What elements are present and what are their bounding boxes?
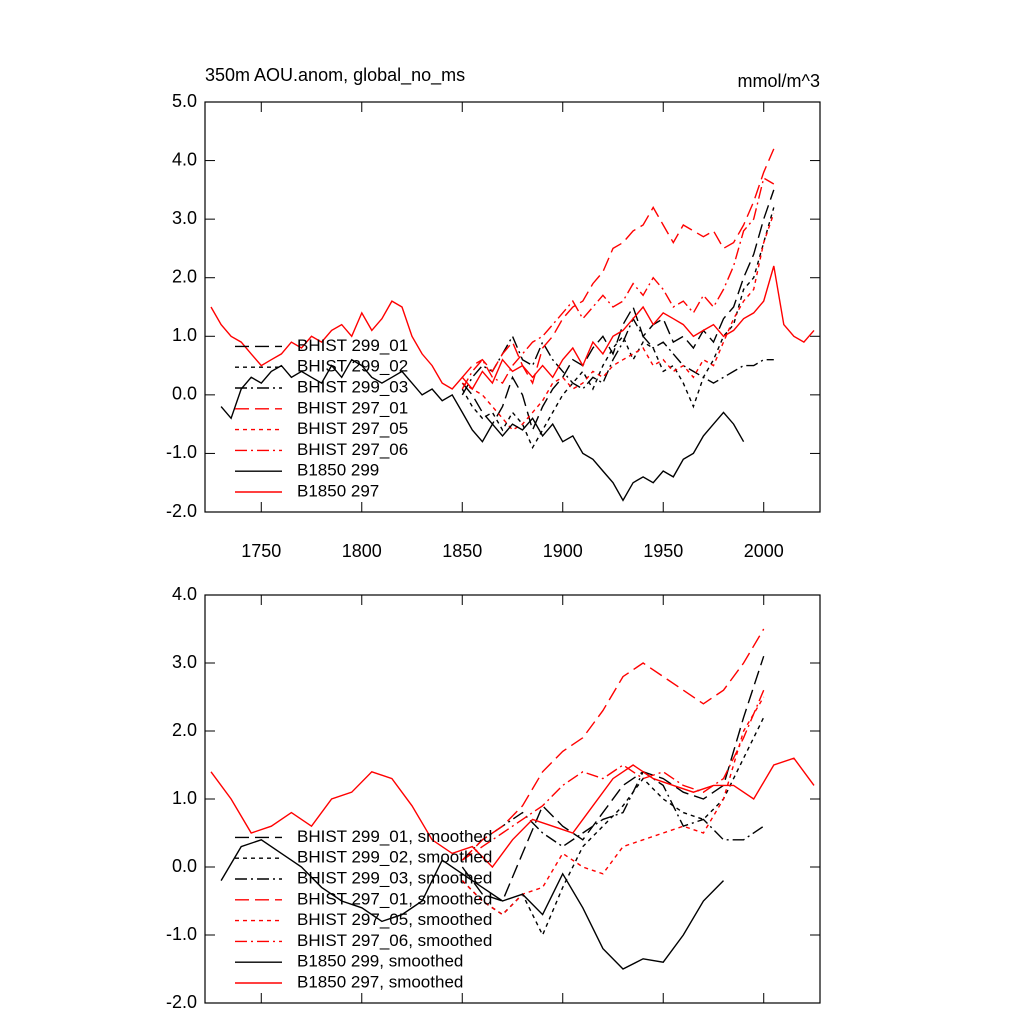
- series-line: [461, 148, 775, 385]
- legend-label: BHIST 299_01: [297, 336, 408, 355]
- y-tick-label: 4.0: [172, 149, 197, 169]
- legend-label: BHIST 297_06, smoothed: [297, 931, 492, 950]
- legend-label: BHIST 299_03, smoothed: [297, 868, 492, 887]
- legend-label: BHIST 297_05, smoothed: [297, 910, 492, 929]
- y-tick-label: 0.0: [172, 384, 197, 404]
- x-tick-label: 1800: [342, 541, 382, 561]
- series-line: [461, 717, 765, 937]
- x-tick-label: 1750: [241, 541, 281, 561]
- plot-frame: [204, 101, 821, 513]
- chart-title: 350m AOU.anom, global_no_ms: [205, 65, 465, 86]
- y-tick-label: -2.0: [166, 501, 197, 521]
- series-line: [461, 655, 765, 902]
- series-line: [210, 265, 815, 391]
- legend-label: BHIST 299_03: [297, 377, 408, 396]
- y-tick-label: 2.0: [172, 720, 197, 740]
- units-label: mmol/m^3: [738, 71, 820, 91]
- x-tick-label: 1950: [643, 541, 683, 561]
- legend-label: BHIST 299_01, smoothed: [297, 827, 492, 846]
- y-tick-label: 2.0: [172, 266, 197, 286]
- series-line: [461, 213, 775, 431]
- series-line: [461, 189, 775, 433]
- legend-label: B1850 299: [297, 461, 379, 480]
- y-tick-label: -1.0: [166, 442, 197, 462]
- legend-label: BHIST 297_01, smoothed: [297, 889, 492, 908]
- series-line: [461, 628, 765, 861]
- legend-label: BHIST 299_02: [297, 357, 408, 376]
- x-tick-label: 1900: [543, 541, 583, 561]
- series-line: [220, 358, 745, 502]
- legend-label: B1850 297: [297, 481, 379, 500]
- x-tick-label: 1850: [442, 541, 482, 561]
- y-tick-label: 3.0: [172, 652, 197, 672]
- legend-label: B1850 299, smoothed: [297, 952, 463, 971]
- legend-label: BHIST 299_02, smoothed: [297, 848, 492, 867]
- y-tick-label: 5.0: [172, 91, 197, 111]
- y-tick-label: 0.0: [172, 856, 197, 876]
- series-line: [461, 177, 775, 390]
- plot-area: [210, 628, 815, 970]
- legend-label: BHIST 297_06: [297, 440, 408, 459]
- y-tick-label: 1.0: [172, 325, 197, 345]
- series-line: [210, 757, 815, 869]
- plot-area: [210, 148, 815, 502]
- series-line: [461, 207, 775, 450]
- legend-label: B1850 297, smoothed: [297, 972, 463, 991]
- series-line: [220, 839, 724, 970]
- x-tick-label: 2000: [744, 541, 784, 561]
- series-line: [461, 689, 765, 861]
- series-line: [461, 317, 774, 396]
- series-line: [461, 696, 765, 916]
- y-tick-label: -2.0: [166, 992, 197, 1012]
- y-tick-label: 3.0: [172, 208, 197, 228]
- legend-label: BHIST 297_01: [297, 398, 408, 417]
- y-tick-label: 4.0: [172, 584, 197, 604]
- y-tick-label: -1.0: [166, 924, 197, 944]
- legend-label: BHIST 297_05: [297, 419, 408, 438]
- y-tick-label: 1.0: [172, 788, 197, 808]
